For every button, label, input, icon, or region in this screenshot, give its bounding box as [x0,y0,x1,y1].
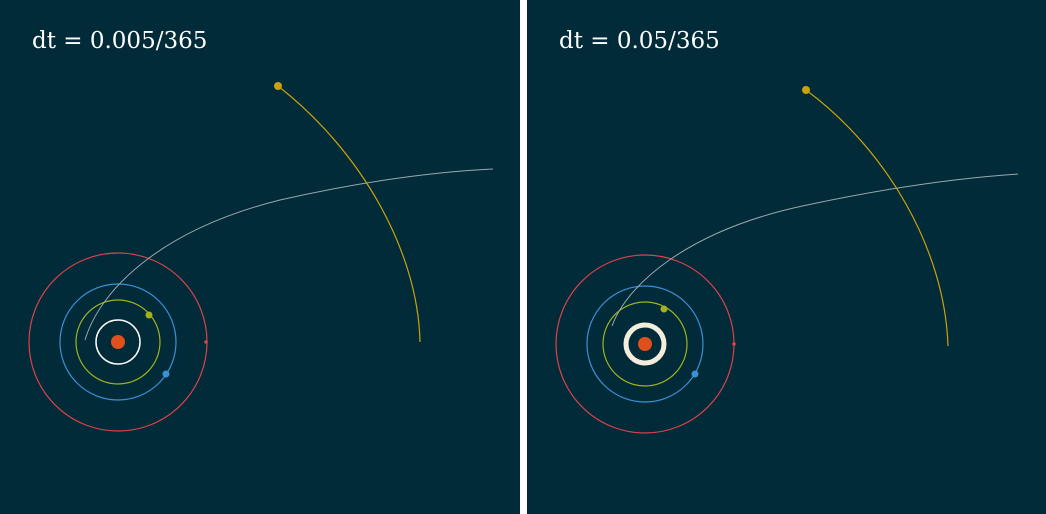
planet-red [204,340,208,344]
orbit-green [75,299,161,385]
timestep-label: dt = 0.05/365 [559,28,720,54]
orbit-green [602,301,688,387]
orbit-blue [586,285,704,403]
planet-blue [162,370,170,378]
comet-trail-gold [277,85,421,343]
sun [111,335,125,349]
simulation-panel-left: dt = 0.005/365 [0,0,520,514]
planet-red [732,342,736,346]
comet-trail-gray [84,168,494,341]
inner-orbit-white [95,319,141,365]
timestep-label: dt = 0.005/365 [32,28,208,54]
planet-blue [691,370,699,378]
inner-orbit-thick [623,322,667,366]
comet-trail-gray [611,173,1019,327]
simulation-panel-right: dt = 0.05/365 [527,0,1046,514]
planet-green [660,305,668,313]
sun [638,337,652,351]
orbit-scene [28,82,494,432]
comet-gold [802,86,810,94]
comet-gold [274,82,282,90]
comet-trail-gold [805,89,949,347]
orbit-blue [59,283,177,401]
orbit-scene [555,86,1019,434]
planet-green [145,311,153,319]
